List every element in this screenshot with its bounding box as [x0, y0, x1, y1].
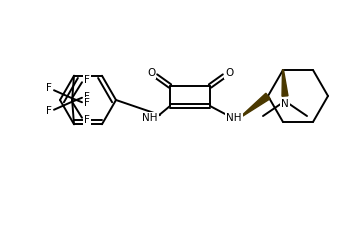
Text: N: N [281, 99, 289, 109]
Text: F: F [84, 115, 90, 125]
Text: F: F [84, 92, 90, 102]
Text: NH: NH [142, 113, 158, 123]
Text: NH: NH [226, 113, 242, 123]
Polygon shape [242, 93, 270, 116]
Polygon shape [282, 70, 288, 96]
Text: F: F [84, 75, 90, 85]
Text: F: F [84, 98, 90, 108]
Text: O: O [225, 68, 233, 78]
Text: F: F [46, 83, 52, 93]
Text: F: F [46, 106, 52, 116]
Text: O: O [147, 68, 155, 78]
